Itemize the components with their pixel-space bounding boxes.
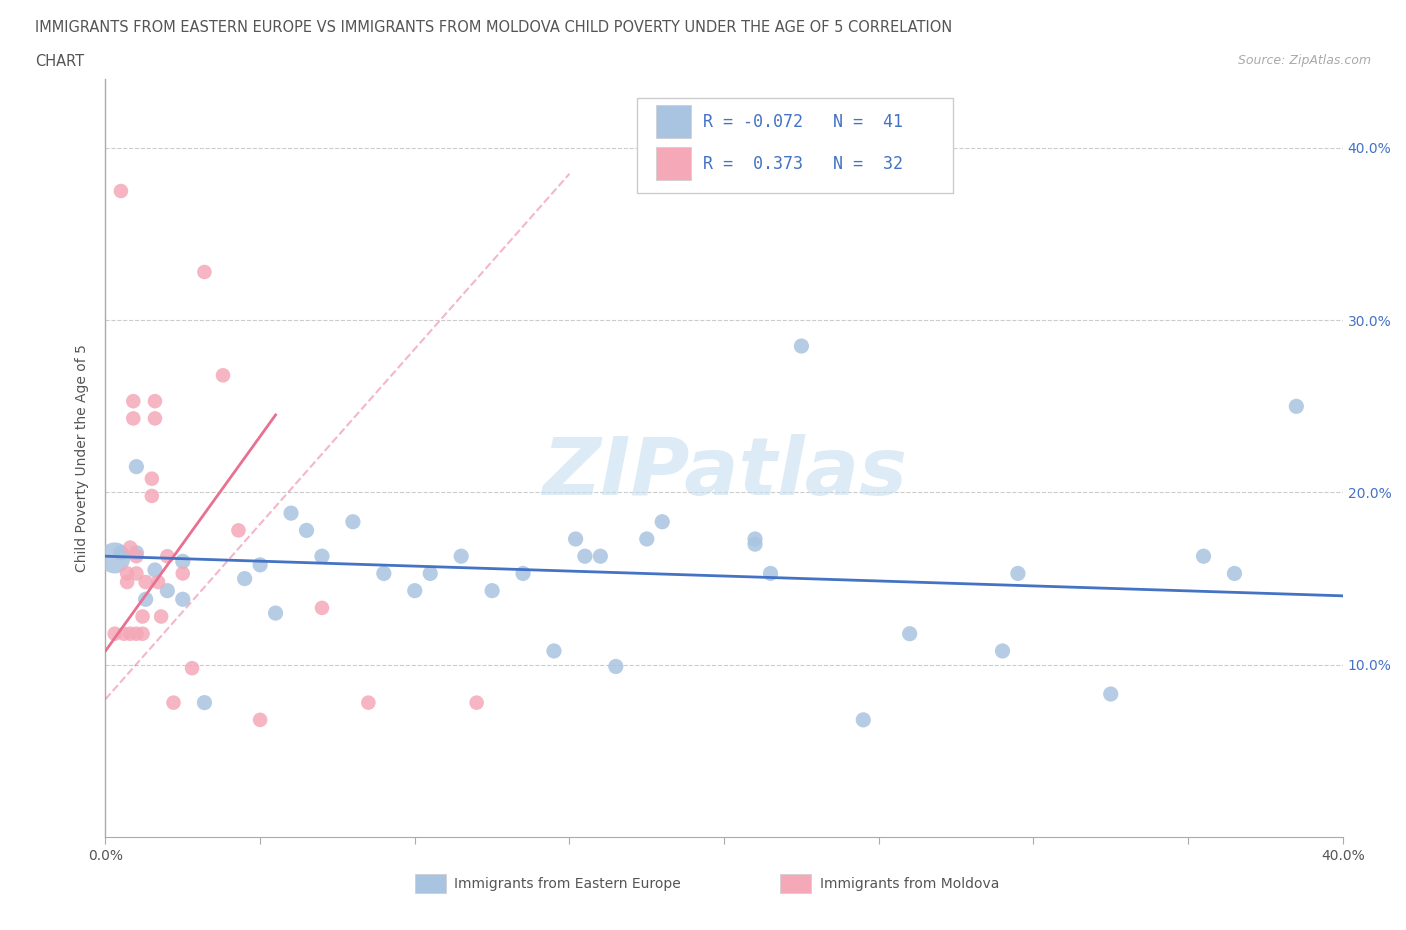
Point (465, 696, 488, 711)
Text: R =  0.373   N =  32: R = 0.373 N = 32 (703, 155, 903, 173)
Text: Source: ZipAtlas.com: Source: ZipAtlas.com (1237, 54, 1371, 67)
FancyBboxPatch shape (415, 874, 446, 893)
Point (131, 626, 153, 641)
Point (543, 644, 565, 658)
Point (249, 712, 271, 727)
Point (125, 459, 148, 474)
Point (295, 523, 318, 538)
Point (1099, 686, 1122, 701)
Y-axis label: Child Poverty Under the Age of 5: Child Poverty Under the Age of 5 (76, 344, 90, 572)
Point (450, 549, 472, 564)
Point (249, 557, 271, 572)
Point (143, 411, 166, 426)
Point (141, 488, 163, 503)
Text: IMMIGRANTS FROM EASTERN EUROPE VS IMMIGRANTS FROM MOLDOVA CHILD POVERTY UNDER TH: IMMIGRANTS FROM EASTERN EUROPE VS IMMIGR… (35, 20, 952, 35)
Point (574, 549, 596, 564)
Point (233, 571, 256, 586)
Point (589, 549, 612, 564)
Point (311, 601, 333, 616)
Point (135, 575, 157, 590)
Text: CHART: CHART (35, 54, 84, 69)
FancyBboxPatch shape (657, 147, 690, 180)
Point (125, 549, 148, 564)
FancyBboxPatch shape (780, 874, 811, 893)
Text: Immigrants from Moldova: Immigrants from Moldova (820, 876, 1000, 891)
Point (104, 551, 127, 565)
Point (172, 554, 194, 569)
Point (125, 566, 148, 581)
Point (357, 696, 380, 711)
Point (311, 549, 333, 564)
Point (156, 583, 179, 598)
Point (112, 626, 135, 641)
Point (790, 339, 813, 353)
Point (744, 537, 766, 551)
Point (264, 605, 287, 620)
Point (162, 696, 184, 711)
Point (564, 532, 586, 547)
Point (1223, 566, 1246, 581)
Point (212, 368, 235, 383)
Point (280, 506, 302, 521)
Point (143, 393, 166, 408)
Point (125, 626, 148, 641)
Point (115, 566, 138, 581)
Point (481, 583, 503, 598)
Point (852, 712, 875, 727)
Point (991, 644, 1014, 658)
Point (404, 583, 426, 598)
Point (1192, 549, 1215, 564)
Point (605, 659, 627, 674)
Point (120, 626, 142, 641)
Point (135, 591, 157, 606)
Point (120, 540, 142, 555)
Point (104, 626, 127, 641)
Point (110, 183, 132, 198)
Text: R = -0.072   N =  41: R = -0.072 N = 41 (703, 113, 903, 131)
Point (110, 545, 132, 560)
Point (759, 566, 782, 581)
Point (172, 566, 194, 581)
Point (131, 609, 153, 624)
Point (156, 549, 179, 564)
Point (181, 660, 204, 675)
Point (141, 472, 163, 486)
Point (419, 566, 441, 581)
Point (122, 393, 145, 408)
Point (193, 264, 215, 279)
Point (636, 532, 658, 547)
Point (1007, 566, 1029, 581)
Point (1285, 399, 1308, 414)
Point (150, 609, 173, 624)
Point (125, 545, 148, 560)
Point (898, 626, 921, 641)
Point (115, 575, 138, 590)
Point (146, 575, 169, 590)
Point (342, 514, 364, 529)
Text: Immigrants from Eastern Europe: Immigrants from Eastern Europe (454, 876, 681, 891)
Point (172, 591, 194, 606)
Point (122, 411, 145, 426)
Point (228, 523, 250, 538)
Point (143, 563, 166, 578)
Text: ZIPatlas: ZIPatlas (541, 434, 907, 512)
Point (651, 514, 673, 529)
Point (744, 532, 766, 547)
FancyBboxPatch shape (637, 98, 953, 193)
Point (193, 696, 215, 711)
FancyBboxPatch shape (657, 105, 690, 139)
Point (373, 566, 395, 581)
Point (512, 566, 534, 581)
